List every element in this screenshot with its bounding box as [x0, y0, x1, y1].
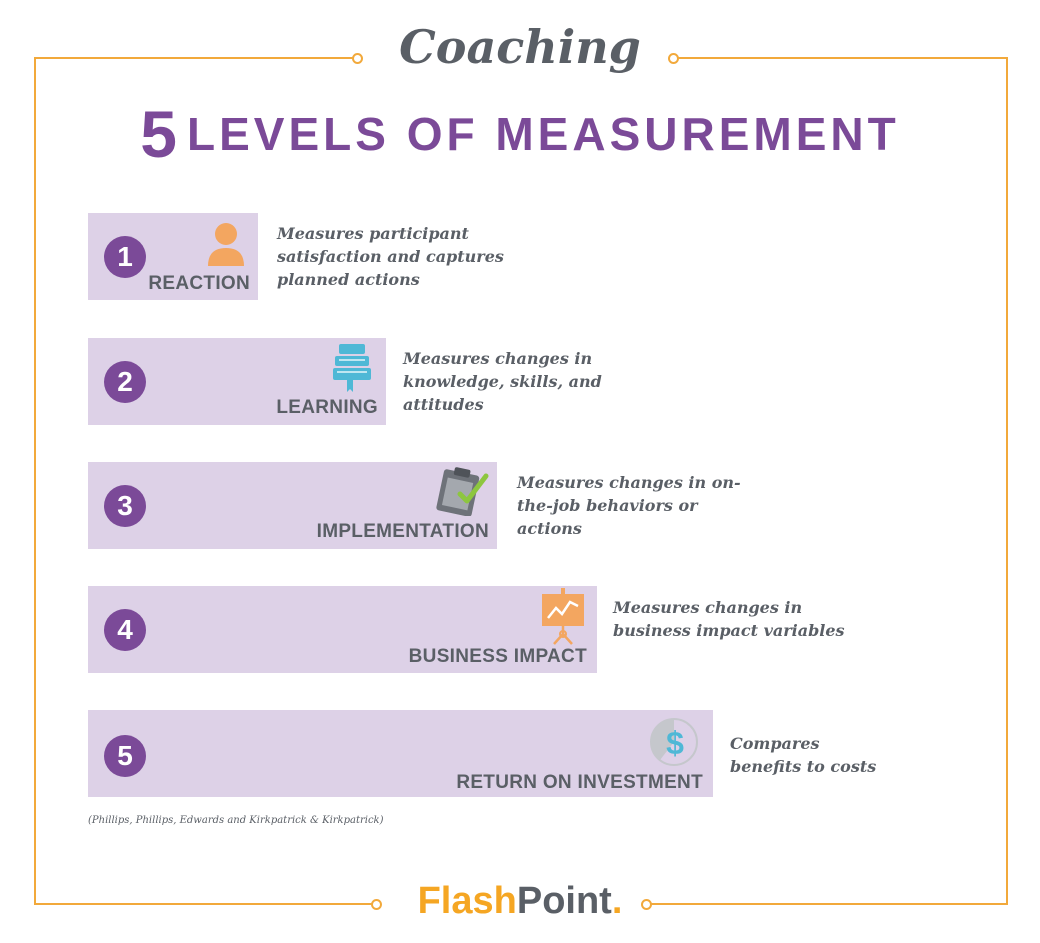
level-3-number: 3 [104, 485, 146, 527]
page-title: 5 LEVELS OF MEASUREMENT [0, 96, 1040, 172]
level-1-number: 1 [104, 236, 146, 278]
level-1-description: Measures participant satisfaction and ca… [277, 224, 504, 289]
level-2-label: LEARNING [276, 397, 378, 418]
level-4-description: Measures changes in business impact vari… [613, 598, 845, 640]
svg-text:$: $ [666, 725, 684, 761]
level-2-description: Measures changes in knowledge, skills, a… [403, 349, 602, 414]
level-2-number: 2 [104, 361, 146, 403]
citation: (Phillips, Phillips, Edwards and Kirkpat… [88, 815, 384, 826]
logo-part-point: Point [516, 880, 612, 922]
level-3-label: IMPLEMENTATION [316, 521, 489, 542]
frame-right [1006, 57, 1008, 905]
frame-top-right [677, 57, 1007, 59]
level-4-label: BUSINESS IMPACT [408, 646, 587, 667]
dollar-icon: $ [648, 716, 700, 773]
level-1-label: REACTION [148, 273, 250, 294]
presentation-chart-icon [540, 588, 586, 651]
level-4-number: 4 [104, 609, 146, 651]
level-5-number: 5 [104, 735, 146, 777]
level-3-bar [88, 462, 497, 549]
frame-left [34, 57, 36, 905]
frame-dot [371, 899, 382, 910]
subtitle: Coaching [399, 20, 641, 74]
title-text: LEVELS OF MEASUREMENT [187, 108, 900, 160]
title-number: 5 [140, 97, 177, 171]
level-5-label: RETURN ON INVESTMENT [456, 772, 703, 793]
frame-bottom-left [34, 903, 374, 905]
frame-dot [352, 53, 363, 64]
level-4-bar [88, 586, 597, 673]
frame-bottom-right [651, 903, 1007, 905]
frame-top-left [34, 57, 354, 59]
clipboard-check-icon [434, 466, 492, 521]
level-3-description: Measures changes in on-the-job behaviors… [517, 473, 741, 538]
logo-dot: . [611, 880, 623, 922]
level-5-bar [88, 710, 713, 797]
books-icon [331, 342, 373, 399]
level-5-description: Compares benefits to costs [730, 734, 877, 776]
person-icon [204, 220, 248, 273]
logo-part-flash: Flash [417, 880, 517, 922]
flashpoint-logo: FlashPoint. [0, 880, 1040, 923]
